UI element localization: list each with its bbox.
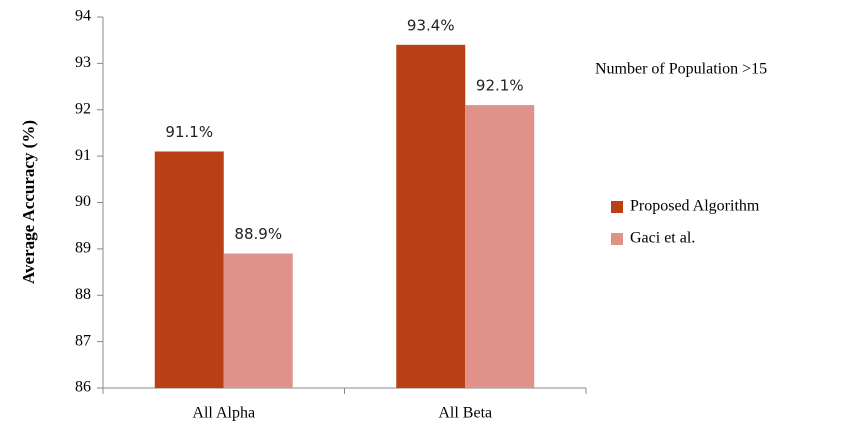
y-tick-label: 93	[75, 54, 91, 71]
value-label: 92.1%	[476, 77, 524, 95]
y-tick-label: 92	[75, 100, 91, 117]
y-tick-label: 90	[75, 193, 91, 210]
y-tick-label: 91	[75, 147, 91, 164]
annotation: Number of Population >15	[595, 61, 767, 78]
x-tick-label: All Alpha	[192, 405, 255, 422]
y-tick-label: 88	[75, 286, 91, 303]
y-tick-label: 86	[75, 379, 91, 396]
y-tick-label: 89	[75, 240, 91, 257]
value-label: 91.1%	[165, 123, 213, 141]
legend-swatch	[611, 201, 623, 213]
y-tick-label: 94	[75, 8, 91, 25]
bar	[223, 253, 293, 388]
legend-swatch	[611, 233, 623, 245]
x-tick-label: All Beta	[438, 405, 492, 422]
bar	[396, 44, 466, 388]
value-label: 93.4%	[407, 16, 455, 34]
bar	[154, 151, 224, 388]
y-tick-label: 87	[75, 332, 91, 349]
y-axis-label: Average Accuracy (%)	[19, 120, 38, 284]
legend-label: Gaci et al.	[630, 230, 695, 247]
bar	[465, 105, 535, 389]
value-label: 88.9%	[234, 225, 282, 243]
legend-label: Proposed Algorithm	[630, 198, 760, 215]
